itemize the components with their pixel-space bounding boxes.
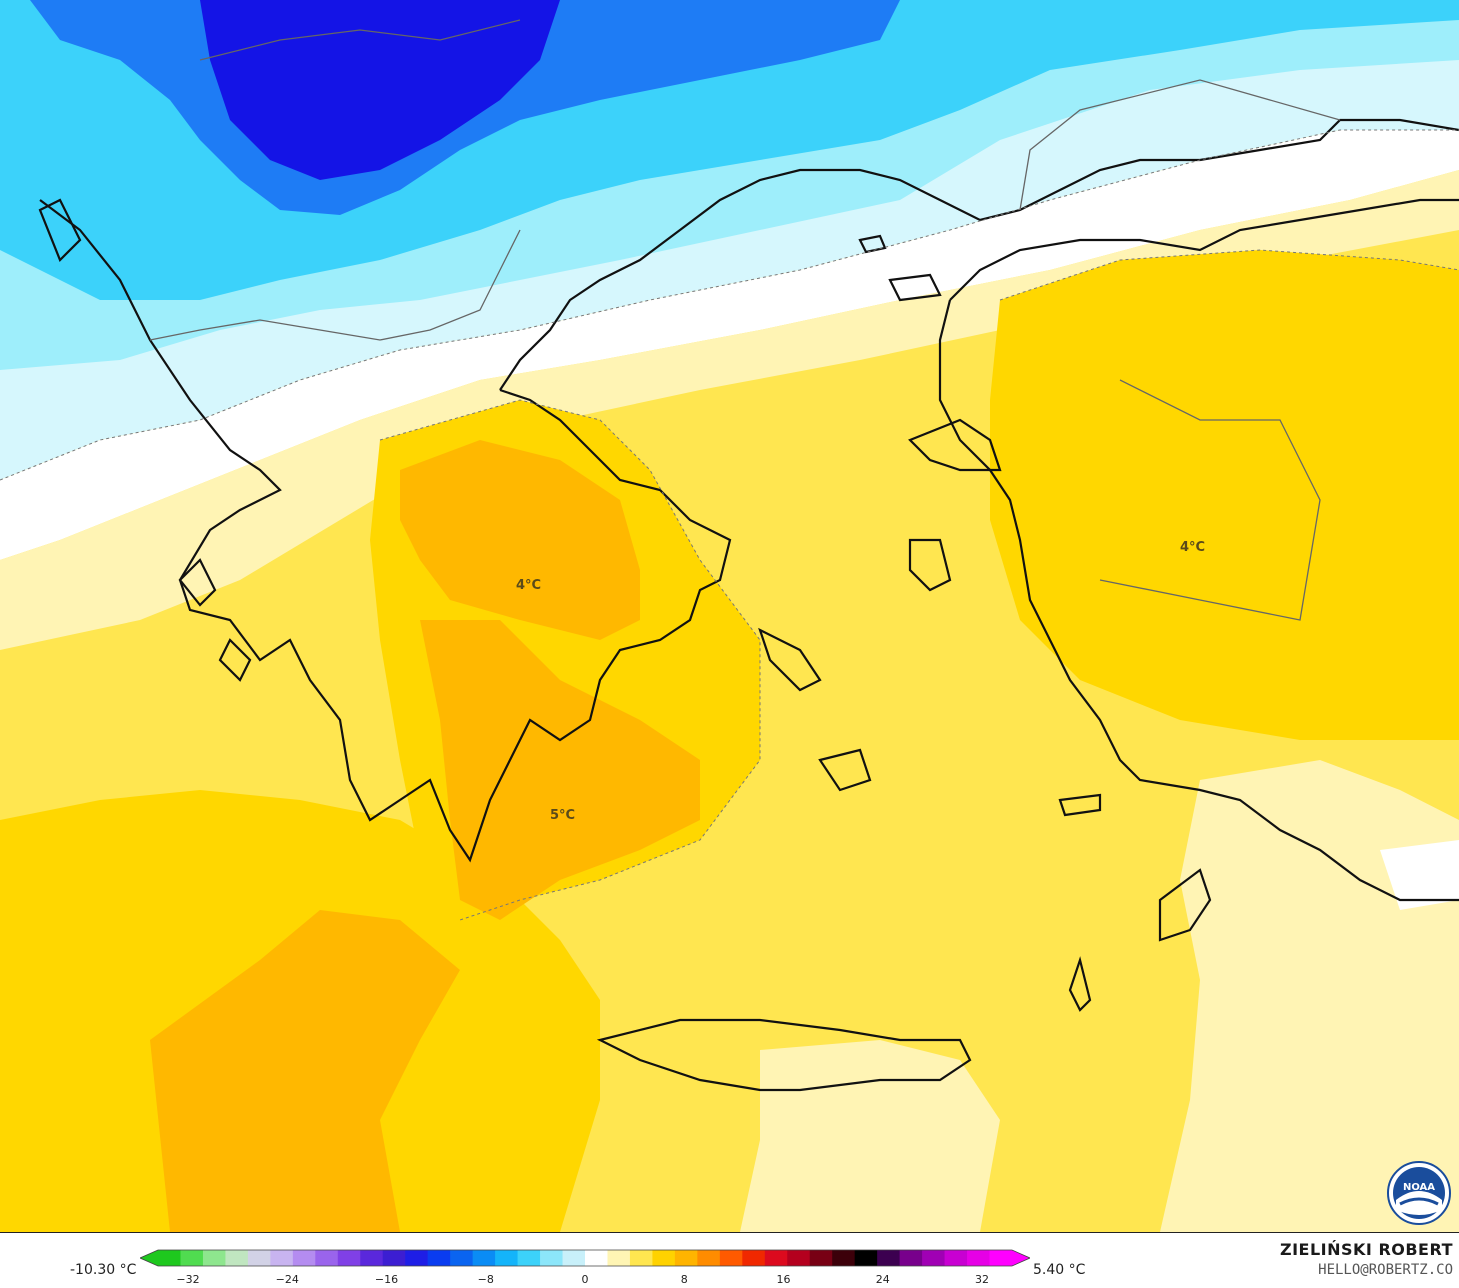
colorbar-swatch: [922, 1250, 946, 1266]
colorbar-swatch: [629, 1250, 653, 1266]
colorbar-swatch: [585, 1250, 608, 1266]
field-gold-anatolia: [990, 250, 1459, 740]
temp-label-anatolia: 4°C: [1180, 540, 1206, 555]
colorbar-swatch: [697, 1250, 721, 1266]
colorbar-swatch: [809, 1250, 833, 1266]
border-serbia: [199, 19, 521, 61]
colorbar-swatch: [472, 1250, 496, 1266]
colorbar-swatch: [247, 1250, 271, 1266]
colorbar-swatch: [540, 1250, 564, 1266]
colorbar-swatch: [405, 1250, 429, 1266]
colorbar-swatch: [360, 1250, 384, 1266]
marmara-coast: [949, 198, 1459, 301]
field-orange-central: [400, 440, 640, 640]
anatolia-coast: [938, 299, 1459, 902]
colorbar-swatch: [292, 1250, 316, 1266]
andros: [758, 627, 822, 692]
colorbar-tick-label: −16: [374, 1273, 399, 1286]
field-white: [0, 130, 1459, 560]
legend-max-value: 5.40 °C: [1033, 1262, 1086, 1278]
field-deep-blue: [200, 0, 560, 180]
lesbos: [908, 418, 1002, 472]
samothrace: [888, 273, 942, 302]
colorbar-swatch: [607, 1250, 631, 1266]
map-canvas: [0, 0, 1459, 1232]
colorbar-swatch: [854, 1250, 878, 1266]
colorbar-swatch: [180, 1250, 204, 1266]
colorbar-swatch: [742, 1250, 766, 1266]
colorbar-left-arrow: [140, 1250, 158, 1266]
author-name: ZIELIŃSKI ROBERT: [1279, 1240, 1453, 1259]
kefalonia: [218, 638, 252, 682]
border-bulgaria-turkey: [1019, 79, 1341, 211]
colorbar-swatch: [495, 1250, 519, 1266]
colorbar-tick-label: 24: [875, 1273, 890, 1286]
temp-label-central-greece: 4°C: [516, 578, 542, 593]
legend-min-value: -10.30 °C: [70, 1262, 137, 1278]
colorbar-tick-label: −24: [275, 1273, 299, 1286]
colorbar-swatch: [832, 1250, 856, 1266]
colorbar-swatch: [202, 1250, 226, 1266]
colorbar-swatch: [427, 1250, 451, 1266]
borders: [149, 19, 1341, 621]
colorbar-tick-label: 16: [776, 1273, 791, 1286]
karpathos: [1068, 956, 1092, 1012]
chios: [908, 538, 952, 592]
colorbar-swatch: [719, 1250, 743, 1266]
noaa-logo-text: NOAA: [1403, 1182, 1435, 1193]
colorbar-swatch: [877, 1250, 901, 1266]
field-orange-southwest: [150, 910, 460, 1232]
colorbar-swatch: [315, 1250, 339, 1266]
author-email: HELLO@ROBERTZ.CO: [1318, 1262, 1453, 1278]
colorbar-swatch: [450, 1250, 474, 1266]
colorbar-tick-label: 8: [680, 1273, 688, 1286]
colorbar-swatch: [899, 1250, 923, 1266]
colorbar-swatch: [787, 1250, 811, 1266]
colorbar-swatch: [225, 1250, 249, 1266]
greece-coast: [39, 199, 732, 863]
field-pale-yellow-crete: [740, 1040, 1000, 1232]
colorbar-swatch: [764, 1250, 788, 1266]
coastlines: [38, 118, 1459, 1092]
colorbar-swatch: [337, 1250, 361, 1266]
colorbar-border: [140, 1249, 1030, 1267]
border-greece-north: [149, 229, 521, 341]
colorbar-swatch: [562, 1250, 586, 1266]
rhodes: [1158, 868, 1212, 942]
temp-label-peloponnese: 5°C: [550, 808, 576, 823]
naxos: [818, 748, 872, 792]
field-orange-peloponnese: [420, 620, 700, 920]
lefkada: [178, 558, 217, 607]
contours: [0, 129, 1459, 921]
field-white-east: [1380, 840, 1459, 910]
colorbar-swatch: [652, 1250, 676, 1266]
colorbar-swatch: [270, 1250, 294, 1266]
colorbar-swatch: [382, 1250, 406, 1266]
noaa-logo: NOAA: [1386, 1160, 1452, 1226]
field-pale-yellow-east: [1160, 760, 1459, 1232]
colorbar-tick-label: 32: [975, 1273, 989, 1286]
north-aegean-coast: [499, 118, 1459, 391]
colorbar-tick-label: −32: [176, 1273, 200, 1286]
colorbar-right-arrow: [1012, 1250, 1030, 1266]
colorbar-swatch: [158, 1250, 181, 1266]
colorbar-swatch: [517, 1250, 541, 1266]
border-turkey-provinces: [1099, 379, 1321, 621]
colorbar-swatch: [944, 1250, 968, 1266]
thasos: [858, 234, 887, 254]
corfu: [38, 198, 82, 262]
colorbar-swatch: [674, 1250, 698, 1266]
colorbar: [140, 1249, 1030, 1267]
crete: [596, 1018, 972, 1092]
colorbar-swatch: [967, 1250, 991, 1266]
kos: [1058, 793, 1102, 817]
colorbar-swatch: [989, 1250, 1013, 1266]
colorbar-tick-label: 0: [581, 1273, 589, 1286]
colorbar-tick-label: −8: [477, 1273, 494, 1286]
temperature-map: 4°C 5°C 4°C NOAA: [0, 0, 1459, 1232]
